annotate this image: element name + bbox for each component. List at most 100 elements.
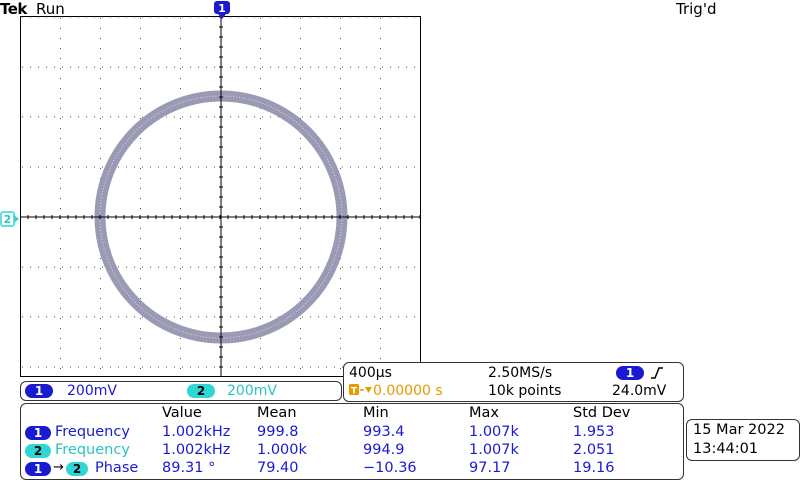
- grid-dot: [62, 16, 63, 18]
- grid-dot: [166, 66, 167, 68]
- grid-dot: [398, 166, 399, 168]
- trigger-level[interactable]: 24.0mV: [612, 383, 667, 399]
- grid-dot: [260, 348, 261, 349]
- grid-dot: [302, 266, 303, 268]
- grid-dot: [60, 118, 61, 119]
- grid-dot: [140, 58, 141, 59]
- header-min: Min: [363, 405, 389, 421]
- grid-dot: [300, 168, 301, 169]
- row1-measurement-name[interactable]: Frequency: [55, 424, 130, 440]
- ch2-scale[interactable]: 200mV: [227, 383, 277, 399]
- grid-dot: [126, 16, 127, 18]
- grid-dot: [182, 66, 183, 68]
- grid-dot: [100, 338, 101, 339]
- grid-dot: [254, 366, 255, 368]
- grid-dot: [140, 178, 141, 179]
- grid-dot: [214, 166, 215, 168]
- trigger-position[interactable]: T 0.00000 s: [349, 383, 443, 399]
- grid-dot: [94, 116, 95, 118]
- trigger-source-badge[interactable]: 1: [616, 366, 644, 380]
- grid-dot: [62, 166, 63, 168]
- grid-dot: [54, 66, 55, 68]
- grid-dot: [78, 116, 79, 118]
- grid-dot: [100, 28, 101, 29]
- grid-dot: [300, 88, 301, 89]
- grid-dot: [380, 38, 381, 39]
- waveform-display[interactable]: [20, 16, 422, 378]
- grid-dot: [86, 366, 87, 368]
- grid-dot: [246, 116, 247, 118]
- grid-dot: [198, 66, 199, 68]
- grid-dot: [260, 168, 261, 169]
- grid-dot: [190, 366, 191, 368]
- grid-dot: [102, 16, 103, 18]
- grid-dot: [406, 116, 407, 118]
- grid-dot: [38, 166, 39, 168]
- grid-dot: [140, 338, 141, 339]
- grid-dot: [318, 266, 319, 268]
- grid-dot: [300, 268, 301, 269]
- grid-dot: [254, 266, 255, 268]
- grid-dot: [38, 366, 39, 368]
- grid-dot: [270, 366, 271, 368]
- grid-dot: [380, 18, 381, 19]
- grid-dot: [260, 108, 261, 109]
- grid-dot: [140, 168, 141, 169]
- grid-dot: [100, 88, 101, 89]
- grid-dot: [300, 368, 301, 369]
- row3-std-dev: 19.16: [573, 460, 615, 476]
- grid-dot: [110, 316, 111, 318]
- grid-dot: [300, 228, 301, 229]
- ch2-badge[interactable]: 2: [187, 384, 215, 398]
- grid-dot: [414, 66, 415, 68]
- ch1-scale[interactable]: 200mV: [67, 383, 117, 399]
- grid-dot: [300, 98, 301, 99]
- grid-dot: [60, 338, 61, 339]
- grid-dot: [30, 316, 31, 318]
- grid-dot: [380, 78, 381, 79]
- grid-dot: [100, 58, 101, 59]
- grid-dot: [350, 316, 351, 318]
- grid-dot: [262, 366, 263, 368]
- grid-dot: [100, 168, 101, 169]
- grid-dot: [94, 16, 95, 18]
- grid-dot: [150, 266, 151, 268]
- grid-dot: [54, 16, 55, 18]
- row1-mean: 999.8: [257, 424, 299, 440]
- ch2-position-marker[interactable]: 2: [0, 210, 20, 228]
- grid-dot: [302, 16, 303, 18]
- row2-measurement-name[interactable]: Frequency: [55, 442, 130, 458]
- grid-dot: [246, 266, 247, 268]
- header-std-dev: Std Dev: [573, 405, 631, 421]
- grid-dot: [350, 16, 351, 18]
- row3-source2-badge[interactable]: 2: [66, 462, 88, 476]
- grid-dot: [310, 16, 311, 18]
- grid-dot: [180, 88, 181, 89]
- grid-dot: [100, 298, 101, 299]
- grid-dot: [180, 58, 181, 59]
- grid-dot: [180, 338, 181, 339]
- grid-dot: [206, 66, 207, 68]
- grid-dot: [142, 266, 143, 268]
- grid-dot: [260, 18, 261, 19]
- grid-dot: [260, 368, 261, 369]
- ch1-position-marker[interactable]: 1: [213, 0, 231, 20]
- row1-source-badge[interactable]: 1: [25, 426, 51, 440]
- row2-std-dev: 2.051: [573, 442, 615, 458]
- grid-dot: [214, 366, 215, 368]
- grid-dot: [182, 366, 183, 368]
- grid-dot: [22, 266, 23, 268]
- ch1-badge[interactable]: 1: [25, 384, 53, 398]
- row3-source-badge[interactable]: 1: [25, 462, 51, 476]
- grid-dot: [350, 66, 351, 68]
- grid-dot: [260, 68, 261, 69]
- grid-dot: [342, 16, 343, 18]
- time-per-division[interactable]: 400µs: [349, 365, 392, 381]
- row2-source-badge[interactable]: 2: [25, 444, 51, 458]
- grid-dot: [140, 268, 141, 269]
- grid-dot: [374, 166, 375, 168]
- row3-measurement-name[interactable]: Phase: [95, 460, 139, 476]
- grid-dot: [60, 328, 61, 329]
- grid-dot: [78, 166, 79, 168]
- grid-dot: [260, 48, 261, 49]
